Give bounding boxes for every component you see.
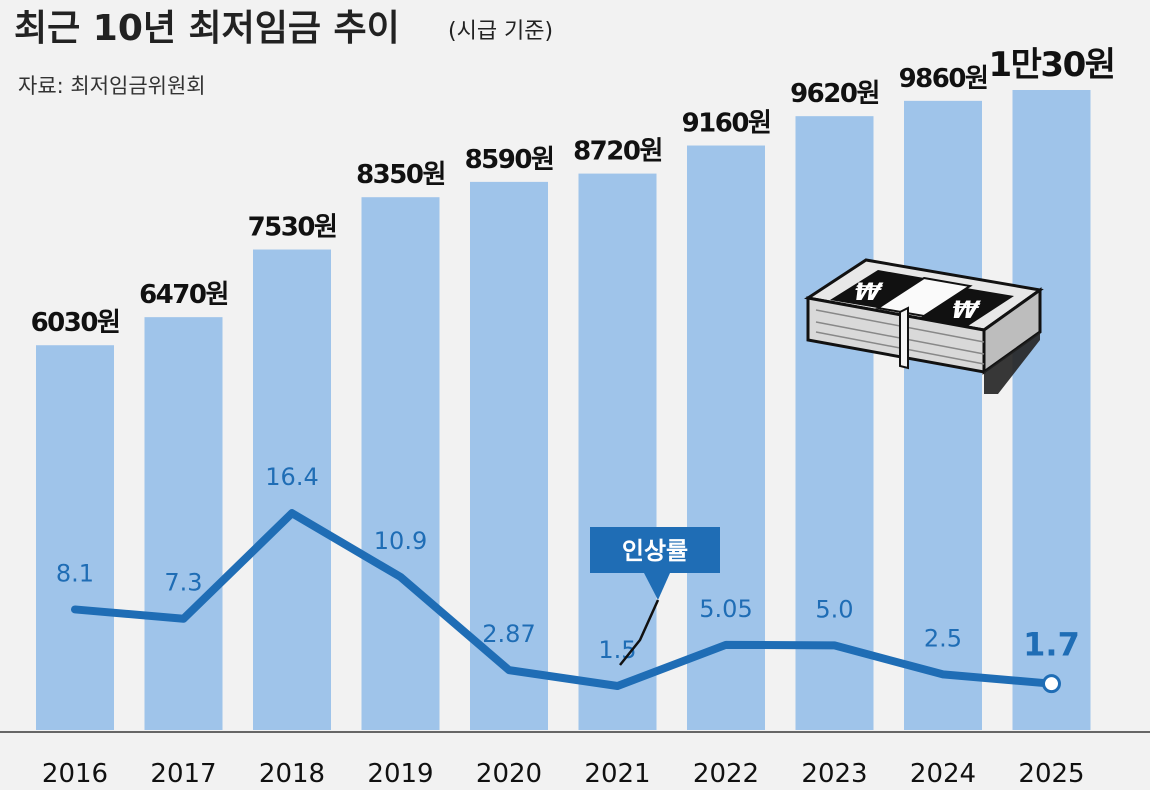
x-tick-label: 2018 [259, 759, 325, 789]
chart-subtitle: (시급 기준) [448, 19, 553, 44]
data-labels: 6030원 6470원 7530원 8350원 8590원 8720원 9160원 9620원… [31, 45, 1116, 664]
rate-value-label: 7.3 [164, 569, 202, 597]
x-tick-label: 2024 [910, 759, 976, 789]
rate-value-label: 16.4 [265, 463, 318, 491]
x-tick-label: 2025 [1018, 759, 1084, 789]
bar-2023 [795, 116, 874, 731]
x-tick-label: 2022 [693, 759, 759, 789]
rate-value-label: 10.9 [374, 527, 427, 555]
bar-value-label: 9620원 [790, 79, 879, 109]
x-axis-labels: 2016 2017 2018 2019 2020 2021 2022 2023 2024 2025 [42, 759, 1085, 789]
rate-value-label: 1.7 [1023, 626, 1080, 664]
rate-value-label: 8.1 [56, 559, 94, 587]
bar-value-label: 6030원 [31, 308, 120, 338]
x-tick-label: 2023 [801, 759, 867, 789]
bar-value-label: 8720원 [573, 137, 662, 167]
rate-value-label: 1.5 [598, 636, 636, 664]
bar-value-label: 1만30원 [988, 45, 1114, 85]
bar-2024 [904, 100, 982, 730]
x-tick-label: 2016 [42, 759, 108, 789]
bar-value-label: 7530원 [248, 213, 337, 243]
rate-value-label: 5.05 [699, 595, 752, 623]
legend-box [590, 527, 720, 573]
bar-2020 [470, 181, 548, 731]
legend-label: 인상률 [622, 537, 688, 565]
bar-value-label: 8350원 [356, 160, 445, 190]
bar-value-label: 6470원 [139, 280, 228, 310]
money-bundle-icon: ₩ ₩ [804, 258, 1044, 394]
x-tick-label: 2017 [150, 759, 216, 789]
bar-series [36, 90, 1091, 731]
x-tick-label: 2020 [476, 759, 542, 789]
bar-2021 [578, 173, 657, 730]
bar-2018 [253, 249, 331, 731]
rate-legend: 인상률 [590, 527, 720, 666]
rate-value-label: 2.87 [482, 620, 535, 648]
x-tick-label: 2021 [584, 759, 650, 789]
bar-2022 [687, 145, 765, 731]
rate-line-series [71, 509, 1061, 694]
bar-value-label: 9160원 [682, 109, 771, 139]
x-tick-label: 2019 [367, 759, 433, 789]
rate-value-label: 5.0 [815, 595, 853, 623]
bar-2019 [361, 197, 440, 730]
chart-title: 최근 10년 최저임금 추이 [14, 8, 400, 49]
bar-2025 [1012, 90, 1091, 730]
bar-value-label: 9860원 [899, 64, 988, 94]
rate-point-2025 [1042, 674, 1061, 694]
bar-2017 [144, 317, 223, 730]
rate-line [71, 509, 1056, 690]
bar-2016 [36, 345, 114, 730]
chart-source: 자료: 최저임금위원회 [18, 74, 206, 98]
rate-value-label: 2.5 [924, 624, 962, 652]
bar-value-label: 8590원 [465, 145, 554, 175]
